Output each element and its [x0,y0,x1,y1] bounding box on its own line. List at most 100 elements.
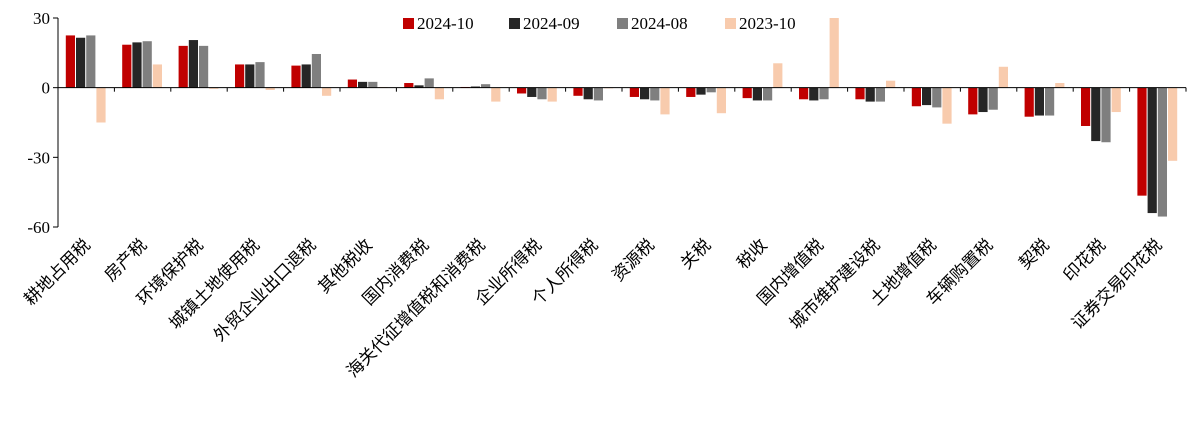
bar-2023-10-19 [1168,87,1178,161]
bar-2024-08-7 [481,84,491,88]
bar-2024-09-8 [527,87,537,97]
bar-2024-10-10 [629,87,639,97]
bar-2024-09-10 [640,87,650,100]
bar-2024-10-0 [65,35,75,88]
legend-swatch [403,18,414,29]
bar-2023-10-11 [716,87,726,114]
bar-2024-08-11 [706,87,716,93]
bar-2024-09-0 [76,37,86,88]
bar-2024-08-1 [142,41,152,88]
bar-2024-08-4 [311,53,321,88]
bar-2024-08-2 [199,45,209,88]
bar-2024-09-3 [245,64,255,88]
bar-2024-08-10 [650,87,660,101]
bar-2024-09-6 [414,85,424,88]
bar-2023-10-1 [152,64,162,88]
bar-2024-09-18 [1091,87,1101,142]
bar-2024-08-14 [875,87,885,102]
bar-2023-10-13 [829,18,839,88]
bar-2024-09-15 [922,87,932,106]
bar-2023-10-7 [491,87,501,102]
category-label: 印花税 [1060,235,1110,285]
bar-2024-10-18 [1081,87,1091,126]
bar-2024-10-17 [1024,87,1034,117]
bar-2024-08-18 [1101,87,1111,143]
category-label: 契税 [1015,235,1053,273]
bar-2024-08-8 [537,87,547,100]
legend-label: 2024-09 [523,14,580,33]
bar-2024-10-6 [404,83,414,88]
bar-2024-08-6 [424,78,434,88]
legend-swatch [617,18,628,29]
bar-2024-10-2 [178,45,188,88]
chart-axes: 30 0 -30 -60 [27,9,1187,237]
bar-2024-09-4 [301,64,311,88]
bar-2023-10-3 [265,87,275,90]
chart-legend: 2024-10 2024-09 2024-08 2023-10 [403,14,796,33]
category-label: 房产税 [101,235,151,285]
bar-2024-10-8 [517,87,527,94]
bar-2024-09-17 [1034,87,1044,116]
bar-2023-10-10 [660,87,670,115]
bar-2024-10-14 [855,87,865,100]
bar-2023-10-15 [942,87,952,124]
legend-label: 2023-10 [739,14,796,33]
bar-2024-09-2 [188,40,198,88]
category-label: 税收 [733,235,771,273]
bar-group [65,18,1178,217]
bar-2024-09-16 [978,87,988,113]
bar-2024-09-9 [583,87,593,100]
bar-2024-09-13 [809,87,819,101]
category-labels: 耕地占用税 房产税环境保护税城镇土地使用税外贸企业出口退税其他税收国内消费税海关代… [20,235,1166,382]
category-label: 耕地占用税 [20,235,94,309]
bar-2024-10-13 [799,87,809,100]
bar-2024-08-16 [988,87,998,110]
category-label: 资源税 [609,235,659,285]
bar-2024-08-13 [819,87,829,100]
category-label: 关税 [677,235,715,273]
bar-2024-10-4 [291,65,301,88]
legend-swatch [725,18,736,29]
bar-2023-10-2 [209,87,219,89]
y-tick-label: 0 [42,79,51,98]
bar-2024-08-15 [932,87,942,108]
bar-2024-08-0 [86,35,96,88]
y-tick-label: -30 [27,148,50,167]
bar-2024-10-3 [235,64,245,88]
bar-2023-10-14 [886,80,896,88]
bar-2024-08-3 [255,62,265,88]
bar-2024-10-19 [1137,87,1147,196]
bar-2024-09-11 [696,87,706,95]
y-tick-label: -60 [27,218,50,237]
category-label: 外贸企业出口退税 [210,235,320,345]
bar-2024-09-19 [1147,87,1157,214]
bar-2024-10-5 [347,79,357,88]
bar-2024-10-11 [686,87,696,97]
bar-2024-10-9 [573,87,583,96]
bar-2024-10-12 [742,87,752,99]
legend-swatch [509,18,520,29]
bar-2024-09-14 [865,87,875,102]
bar-2023-10-18 [1111,87,1121,113]
bar-2023-10-12 [773,63,783,88]
bar-2024-10-15 [911,87,921,107]
bar-2024-09-7 [470,86,480,88]
bar-2024-08-19 [1157,87,1167,217]
bar-2023-10-16 [998,66,1008,88]
bar-2023-10-6 [434,87,444,100]
bar-2024-08-17 [1045,87,1055,116]
bar-2024-10-1 [122,44,132,88]
y-tick-label: 30 [33,9,50,28]
bar-2023-10-0 [96,87,106,123]
bar-2024-09-12 [752,87,762,101]
bar-2023-10-17 [1055,83,1065,88]
bar-2024-08-5 [368,81,378,88]
bar-2024-08-9 [593,87,603,101]
bar-2024-08-12 [763,87,773,101]
bar-2024-10-16 [968,87,978,115]
bar-2023-10-8 [547,87,557,102]
bar-2024-09-1 [132,42,142,88]
legend-label: 2024-08 [631,14,688,33]
bar-2024-09-5 [358,81,368,88]
